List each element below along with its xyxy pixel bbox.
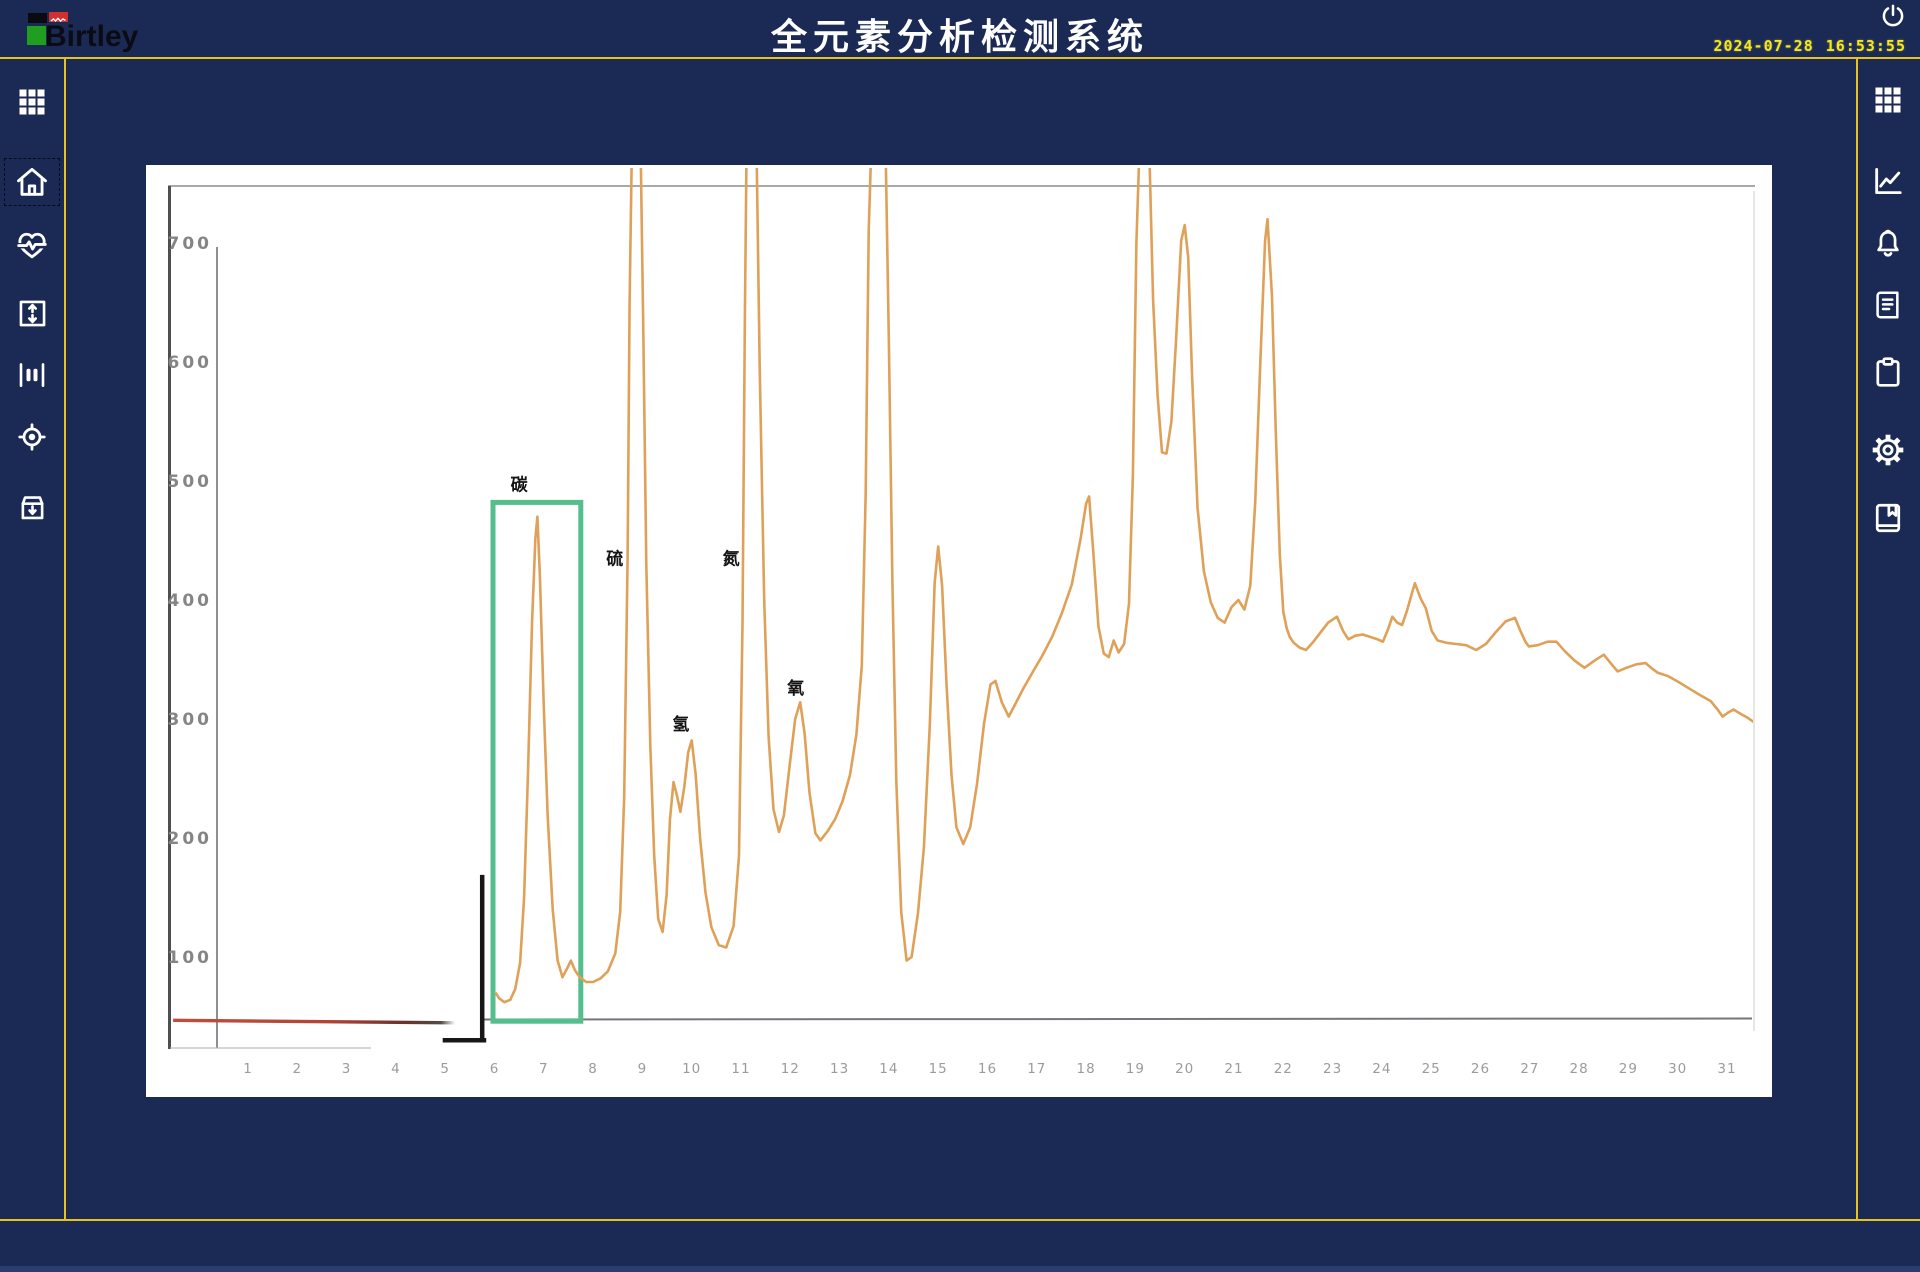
- x-tick-label: 8: [588, 1061, 598, 1077]
- date-text: 2024-07-28: [1713, 37, 1814, 55]
- target-icon: [18, 423, 46, 451]
- x-tick-label: 9: [638, 1061, 648, 1077]
- time-text: 16:53:55: [1825, 37, 1906, 55]
- bottom-divider-line: [0, 1219, 1920, 1221]
- x-tick-label: 26: [1471, 1061, 1490, 1077]
- bracket-mark: [442, 874, 487, 1043]
- header: Birtley 全元素分析检测系统 2024-07-28 16:53:55: [0, 0, 1920, 59]
- x-tick-label: 19: [1126, 1061, 1145, 1077]
- logo-green-square: [27, 26, 46, 45]
- right-sidebar-item-apps[interactable]: [1860, 76, 1916, 124]
- x-tick-label: 14: [879, 1061, 898, 1077]
- power-button[interactable]: [1878, 3, 1908, 31]
- x-tick-label: 15: [929, 1061, 948, 1077]
- element-label: 氮: [723, 548, 740, 568]
- x-tick-label: 18: [1077, 1061, 1096, 1077]
- x-tick-label: 21: [1224, 1061, 1243, 1077]
- y-tick-label: 500: [168, 472, 213, 492]
- heartbeat-icon: [17, 232, 47, 259]
- page-title: 全元素分析检测系统: [770, 16, 1150, 57]
- bell-icon: [1877, 229, 1899, 257]
- element-label: 氢: [672, 714, 689, 734]
- y-tick-label: 400: [168, 591, 213, 611]
- right-sidebar-item-records[interactable]: [1860, 494, 1916, 542]
- x-tick-label: 3: [342, 1061, 352, 1077]
- spectrum-curve: [494, 168, 1753, 1004]
- zero-baseline: [481, 1017, 1753, 1021]
- sidebar-item-locate[interactable]: [4, 413, 60, 461]
- logo-zigzag: [50, 17, 66, 22]
- grid-icon: [19, 89, 45, 115]
- right-divider-line: [1856, 58, 1858, 1219]
- right-sidebar-item-trend[interactable]: [1860, 157, 1916, 205]
- x-tick-label: 7: [539, 1061, 549, 1077]
- x-tick-label: 20: [1175, 1061, 1194, 1077]
- line-chart-icon: [1875, 167, 1902, 195]
- x-tick-label: 11: [731, 1061, 750, 1077]
- brand-name: Birtley: [45, 20, 139, 53]
- x-tick-label: 29: [1619, 1061, 1638, 1077]
- sidebar-item-columns[interactable]: [4, 351, 60, 399]
- x-tick-label: 1: [243, 1061, 253, 1077]
- x-tick-label: 2: [293, 1061, 303, 1077]
- x-tick-label: 30: [1668, 1061, 1687, 1077]
- carbon-highlight-box: [490, 499, 584, 1024]
- sidebar-item-home[interactable]: [4, 158, 60, 206]
- x-tick-label: 25: [1422, 1061, 1441, 1077]
- logo-black-square: [28, 13, 47, 23]
- gap-bars-icon: [19, 363, 45, 387]
- gear-icon: [1872, 434, 1904, 466]
- x-tick-label: 17: [1027, 1061, 1046, 1077]
- book-icon: [1875, 503, 1901, 533]
- clipboard-icon: [1876, 357, 1900, 387]
- sidebar-item-range[interactable]: [4, 289, 60, 337]
- x-tick-label: 27: [1520, 1061, 1539, 1077]
- power-icon: [1882, 4, 1904, 27]
- chart-panel: 700 600 500 400 300 200 100 1 2 3 4 5 6 7 8 9 10 11 12 13 14…: [146, 165, 1772, 1097]
- y-tick-label: 600: [168, 353, 213, 373]
- datetime-display: 2024-07-28 16:53:55: [1713, 37, 1906, 55]
- element-label: 碳: [511, 475, 529, 495]
- x-tick-label: 4: [391, 1061, 401, 1077]
- element-label: 硫: [606, 548, 623, 568]
- archive-box-icon: [21, 495, 43, 519]
- right-sidebar: [1858, 58, 1920, 1219]
- vertical-range-icon: [19, 300, 45, 326]
- x-tick-label: 24: [1372, 1061, 1391, 1077]
- y-tick-label: 700: [168, 234, 213, 254]
- sidebar-item-archive[interactable]: [4, 483, 60, 531]
- x-tick-label: 6: [490, 1061, 500, 1077]
- logo-red-square: [49, 12, 68, 22]
- right-sidebar-item-report[interactable]: [1860, 281, 1916, 329]
- right-sidebar-item-alarms[interactable]: [1860, 219, 1916, 267]
- left-sidebar: [0, 58, 64, 1219]
- x-tick-label: 22: [1274, 1061, 1293, 1077]
- y-tick-label: 100: [168, 948, 213, 968]
- right-sidebar-item-settings[interactable]: [1860, 426, 1916, 474]
- home-icon: [17, 167, 47, 196]
- x-tick-label: 13: [830, 1061, 849, 1077]
- y-tick-label: 200: [168, 829, 213, 849]
- x-tick-label: 10: [682, 1061, 701, 1077]
- x-tick-label: 5: [440, 1061, 450, 1077]
- grid-icon: [1875, 87, 1901, 113]
- right-sidebar-item-tasks[interactable]: [1860, 348, 1916, 396]
- red-baseline: [173, 1018, 456, 1025]
- x-tick-label: 16: [978, 1061, 997, 1077]
- brand-logo: Birtley: [26, 11, 176, 53]
- sidebar-item-apps[interactable]: [4, 78, 60, 126]
- x-tick-label: 12: [781, 1061, 800, 1077]
- x-tick-label: 31: [1717, 1061, 1736, 1077]
- y-tick-label: 300: [168, 710, 213, 730]
- document-icon: [1876, 291, 1899, 319]
- sidebar-item-monitor[interactable]: [4, 221, 60, 269]
- left-divider-line: [64, 58, 66, 1219]
- element-label: 氧: [786, 678, 804, 698]
- x-tick-label: 23: [1323, 1061, 1342, 1077]
- bottom-edge-strip: [0, 1266, 1920, 1272]
- x-tick-label: 28: [1570, 1061, 1589, 1077]
